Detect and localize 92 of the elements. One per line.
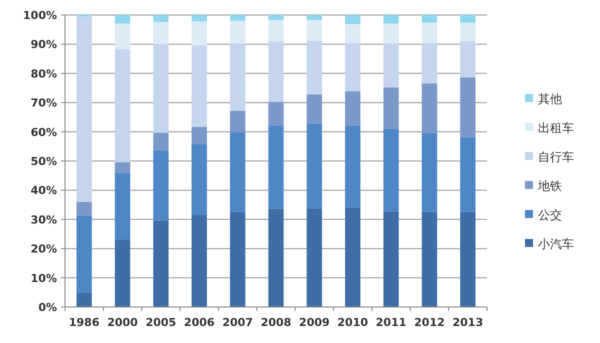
bar [345, 42, 360, 92]
bar [422, 22, 438, 43]
x-tick-label: 2000 [107, 316, 138, 329]
bar [345, 207, 360, 307]
y-tick-label: 30% [30, 213, 57, 226]
x-tick-label: 2011 [376, 316, 406, 329]
y-tick-label: 90% [30, 38, 57, 52]
bar [345, 125, 360, 208]
bar [76, 215, 92, 292]
bar [422, 42, 438, 84]
y-tick-label: 10% [30, 272, 57, 285]
bar [114, 172, 130, 240]
legend-label: 公交 [538, 208, 562, 222]
y-tick-label: 80% [30, 67, 57, 80]
legend-label: 地铁 [537, 179, 562, 193]
bar [76, 16, 92, 202]
bar [192, 45, 207, 127]
bar [268, 15, 284, 20]
x-tick-label: 2010 [337, 316, 368, 329]
bar [192, 126, 207, 144]
bar [306, 40, 322, 94]
legend-label: 自行车 [538, 150, 574, 164]
bar [268, 42, 284, 102]
y-tick-label: 50% [30, 155, 57, 168]
y-tick-label: 40% [30, 184, 57, 198]
x-tick-label: 2007 [222, 316, 253, 329]
bar [230, 212, 246, 307]
x-tick-label: 2013 [452, 316, 484, 329]
bar [306, 20, 322, 41]
bar [422, 83, 438, 133]
bar [306, 94, 322, 124]
y-tick-label: 0% [38, 301, 57, 314]
bar [383, 87, 399, 129]
bar [76, 202, 92, 216]
bar [460, 22, 476, 42]
bar [383, 43, 399, 88]
bar [114, 23, 130, 50]
bar [192, 21, 207, 46]
bar [153, 15, 169, 22]
x-tick-label: 2012 [414, 316, 445, 329]
bar [230, 20, 246, 44]
bar [114, 49, 130, 162]
bar [268, 20, 284, 42]
bar [422, 212, 438, 307]
bar [268, 102, 284, 126]
bar [460, 137, 476, 212]
bar [230, 132, 246, 212]
bar [460, 212, 476, 307]
bar [345, 24, 360, 43]
bar [306, 15, 322, 20]
bar [383, 211, 399, 307]
bar [153, 22, 169, 44]
bar [306, 208, 322, 307]
bar [383, 23, 399, 44]
bar [114, 15, 130, 24]
bar [153, 220, 169, 307]
x-tick-label: 2009 [299, 316, 330, 329]
bar [306, 123, 322, 208]
bar [153, 44, 169, 133]
x-tick-label: 2005 [146, 316, 176, 329]
y-tick-label: 60% [30, 126, 57, 139]
y-tick-label: 70% [30, 96, 57, 110]
legend-label: 其他 [538, 92, 562, 106]
bar [422, 132, 438, 212]
bar [192, 144, 207, 216]
legend-label: 小汽车 [538, 237, 574, 251]
bar [153, 132, 169, 150]
bar [230, 110, 246, 132]
bar [76, 292, 92, 307]
bar [460, 77, 476, 138]
bar [345, 15, 360, 24]
bar [345, 91, 360, 126]
x-tick-label: 2008 [260, 316, 292, 329]
bar [268, 125, 284, 209]
bar [383, 128, 399, 212]
bar [460, 41, 476, 78]
bar [230, 15, 246, 21]
bar [192, 15, 207, 22]
bar [192, 215, 207, 307]
bar [114, 162, 130, 173]
bar [460, 15, 476, 23]
y-tick-label: 20% [30, 242, 57, 256]
bar [230, 43, 246, 111]
y-tick-label: 100% [23, 9, 57, 22]
bar [153, 150, 169, 220]
x-tick-label: 1986 [68, 316, 100, 329]
bar [422, 15, 438, 23]
bar [383, 15, 399, 24]
bar [268, 208, 284, 307]
legend-label: 出租车 [538, 121, 574, 135]
bar [114, 240, 130, 307]
x-tick-label: 2006 [184, 316, 215, 329]
